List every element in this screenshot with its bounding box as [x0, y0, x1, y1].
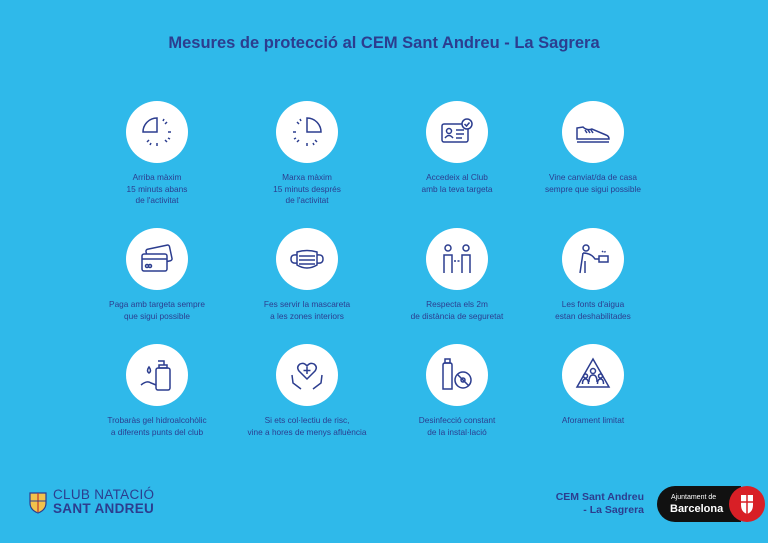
sneaker-icon	[576, 126, 610, 143]
city-council-label: Ajuntament de	[671, 494, 717, 501]
measure-face-mask: Fes servir la mascareta a les zones inte…	[222, 228, 392, 322]
credit-card-icon	[141, 244, 173, 272]
measure-caption: Vine canviat/da de casa sempre que sigui…	[545, 172, 641, 194]
city-name: Barcelona	[670, 503, 724, 515]
page-title: Mesures de protecció al CEM Sant Andreu …	[168, 34, 600, 52]
club-name-line2: SANT ANDREU	[53, 501, 155, 516]
icon-circle	[426, 101, 488, 163]
measure-departure: Marxa màxim 15 minuts després de l'activ…	[222, 101, 392, 207]
hand-sanitizer-icon	[140, 360, 171, 391]
club-crest-icon	[29, 492, 47, 514]
distance-icon	[443, 244, 471, 273]
measure-hand-gel: Trobaràs gel hidroalcohòlic a diferents …	[72, 344, 242, 438]
clock-quarter-icon	[293, 117, 322, 146]
measure-risk-groups: Si ets col·lectiu de risc, vine a hores …	[222, 344, 392, 438]
icon-circle	[276, 101, 338, 163]
measure-caption: Desinfecció constant de la instal·lació	[418, 415, 496, 437]
disinfect-spray-icon	[442, 358, 472, 390]
measure-caption: Arriba màxim 15 minuts abans de l'activi…	[126, 172, 188, 205]
measure-access-card: Accedeix al Club amb la teva targeta	[372, 101, 542, 195]
measure-caption: Respecta els 2m de distància de segureta…	[410, 299, 504, 321]
measure-caption: Paga amb targeta sempre que sigui possib…	[109, 299, 205, 321]
club-logo: CLUB NATACIÓ SANT ANDREU	[28, 488, 154, 516]
measure-water-fountains: Les fonts d'aigua estan deshabilitades	[508, 228, 678, 322]
face-mask-icon	[290, 249, 324, 269]
club-name-line1: CLUB NATACIÓ	[53, 487, 155, 502]
icon-circle	[426, 344, 488, 406]
icon-circle	[562, 228, 624, 290]
measure-disinfection: Desinfecció constant de la instal·lació	[372, 344, 542, 438]
city-council-logo: Ajuntament de Barcelona	[657, 486, 741, 522]
measure-caption: Marxa màxim 15 minuts després de l'activ…	[273, 172, 341, 205]
measure-caption: Fes servir la mascareta a les zones inte…	[263, 299, 351, 321]
water-fountain-icon	[579, 244, 609, 274]
heart-hands-icon	[291, 362, 323, 390]
id-card-icon	[441, 118, 473, 143]
measure-arrival: Arriba màxim 15 minuts abans de l'activi…	[72, 101, 242, 207]
measure-caption: Aforament limitat	[561, 415, 625, 425]
icon-circle	[426, 228, 488, 290]
barcelona-seal-icon	[729, 486, 765, 522]
icon-circle	[276, 344, 338, 406]
measure-caption: Accedeix al Club amb la teva targeta	[421, 172, 493, 194]
measure-limited-capacity: Aforament limitat	[508, 344, 678, 427]
icon-circle	[126, 228, 188, 290]
measure-caption: Les fonts d'aigua estan deshabilitades	[555, 299, 631, 321]
measure-changed-at-home: Vine canviat/da de casa sempre que sigui…	[508, 101, 678, 195]
icon-circle	[126, 344, 188, 406]
clock-quarter-icon	[142, 117, 171, 146]
measure-distance: Respecta els 2m de distància de segureta…	[372, 228, 542, 322]
measure-caption: Si ets col·lectiu de risc, vine a hores …	[247, 415, 367, 437]
capacity-warning-icon	[575, 357, 611, 388]
measure-card-payment: Paga amb targeta sempre que sigui possib…	[72, 228, 242, 322]
measure-caption: Trobaràs gel hidroalcohòlic a diferents …	[107, 415, 207, 437]
icon-circle	[562, 101, 624, 163]
icon-circle	[126, 101, 188, 163]
icon-circle	[562, 344, 624, 406]
venue-name: CEM Sant Andreu - La Sagrera	[555, 491, 644, 516]
icon-circle	[276, 228, 338, 290]
